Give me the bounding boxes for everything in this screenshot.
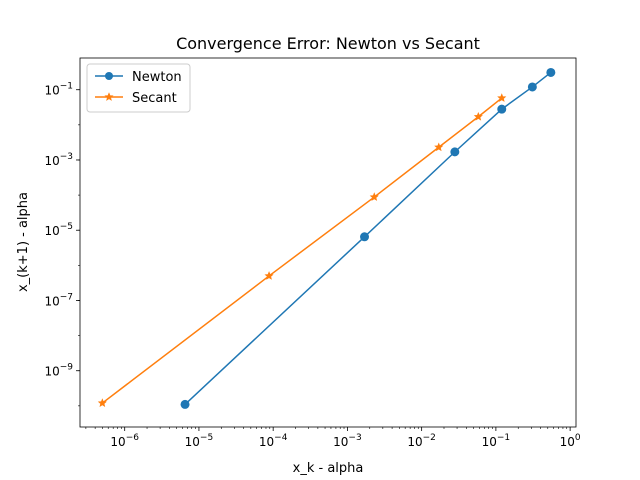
series-line-secant — [101, 97, 503, 404]
x-tick-label: 10−5 — [185, 433, 214, 449]
y-axis-label: x_(k+1) - alpha — [16, 192, 31, 292]
y-tick-label: 10−9 — [44, 363, 73, 379]
x-tick-label: 10−6 — [110, 433, 139, 449]
data-point-newton — [527, 82, 537, 92]
data-point-secant — [369, 192, 379, 201]
data-point-newton — [497, 104, 507, 114]
y-tick-label: 10−5 — [44, 222, 73, 238]
data-point-secant — [434, 142, 444, 152]
data-point-newton — [450, 147, 460, 157]
data-point-secant — [473, 111, 483, 121]
x-axis-label: x_k - alpha — [293, 461, 364, 476]
x-tick-label: 10−3 — [333, 433, 362, 449]
legend-marker-newton — [105, 72, 113, 80]
legend-marker-secant — [104, 92, 114, 101]
y-tick-label: 10−7 — [44, 292, 73, 308]
legend-label-newton: Newton — [132, 70, 182, 85]
x-tick-label: 10−1 — [482, 433, 511, 449]
x-tick-label: 10−4 — [259, 433, 288, 449]
data-point-secant — [497, 93, 507, 102]
data-point-newton — [360, 232, 370, 242]
x-tick-label: 100 — [560, 433, 581, 449]
plot-area: 10−6 10−5 10−4 10−3 10−2 10−1 100 10−9 10−7 10−5 1… — [44, 57, 581, 449]
axes-frame — [79, 57, 577, 428]
legend-label-secant: Secant — [132, 91, 177, 106]
y-tick-label: 10−3 — [44, 152, 73, 168]
legend: Newton Secant — [86, 63, 191, 113]
data-point-secant — [97, 398, 107, 407]
y-tick-label: 10−1 — [44, 82, 73, 98]
data-point-secant — [264, 271, 274, 280]
data-point-newton — [546, 67, 556, 77]
data-point-newton — [180, 399, 190, 409]
chart-title: Convergence Error: Newton vs Secant — [176, 34, 480, 53]
x-tick-label: 10−2 — [407, 433, 436, 449]
